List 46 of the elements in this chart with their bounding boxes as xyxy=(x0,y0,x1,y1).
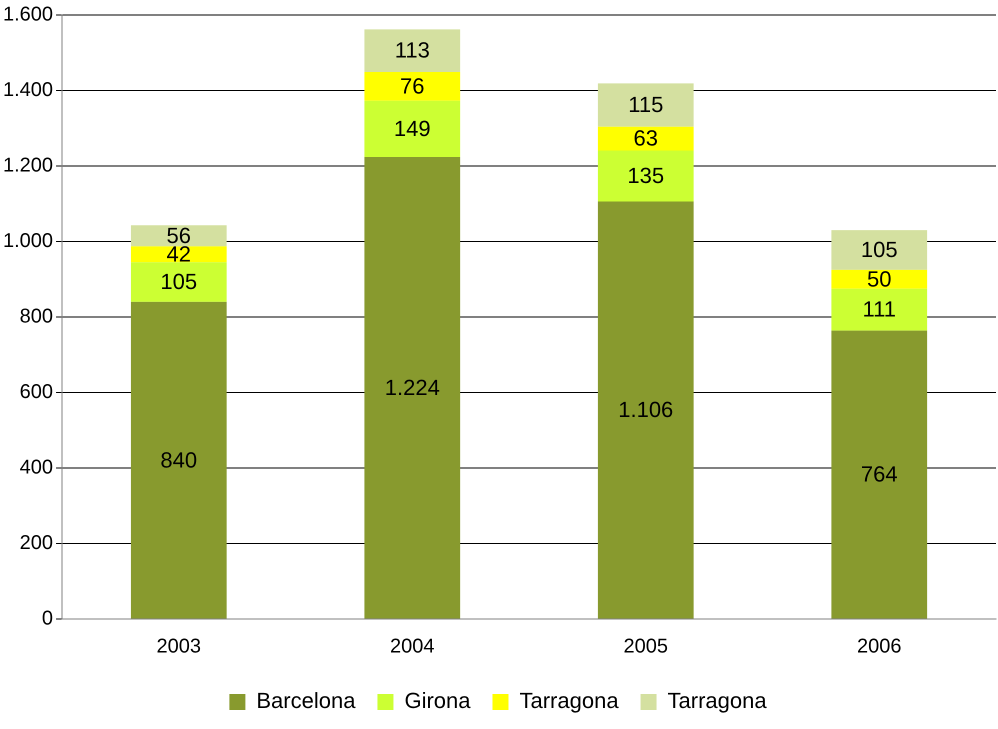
data-label: 840 xyxy=(160,447,198,472)
y-tick-label: 200 xyxy=(20,532,54,554)
bar xyxy=(130,225,227,246)
data-label: 113 xyxy=(394,38,430,63)
bar xyxy=(130,262,227,302)
legend-label: Barcelona xyxy=(256,688,356,714)
data-label: 1.224 xyxy=(384,374,440,400)
data-label: 149 xyxy=(394,116,431,141)
x-tick-label: 2003 xyxy=(156,636,202,658)
bar xyxy=(364,29,460,72)
bar xyxy=(831,288,928,331)
legend-label: Tarragona xyxy=(668,688,768,714)
bar xyxy=(364,156,460,618)
data-label: 63 xyxy=(634,126,658,151)
bar xyxy=(598,83,694,127)
data-label: 111 xyxy=(862,296,896,322)
data-label: 764 xyxy=(860,462,898,487)
bar xyxy=(364,72,460,101)
bar xyxy=(130,302,227,618)
x-tick-label: 2005 xyxy=(624,636,668,658)
data-label: 115 xyxy=(628,92,664,118)
y-tick-label: 1.600 xyxy=(2,4,54,26)
x-tick-label: 2006 xyxy=(857,636,902,658)
bar xyxy=(130,246,227,262)
y-tick-label: 600 xyxy=(20,381,54,404)
y-tick-label: 0 xyxy=(42,608,54,630)
bar xyxy=(598,126,694,151)
y-tick-label: 1.000 xyxy=(2,230,54,252)
bar xyxy=(598,201,694,618)
legend-label: Girona xyxy=(404,688,472,714)
data-label: 1.106 xyxy=(618,397,674,422)
data-label: 76 xyxy=(400,73,425,98)
bar xyxy=(598,150,694,202)
bar xyxy=(831,330,928,618)
data-label: 135 xyxy=(627,163,664,188)
y-tick-label: 1.200 xyxy=(2,154,54,177)
data-label: 50 xyxy=(867,266,892,292)
data-label: 105 xyxy=(860,237,898,262)
y-tick-label: 800 xyxy=(20,306,54,328)
data-label: 105 xyxy=(160,269,198,294)
legend-label: Tarragona xyxy=(519,688,620,714)
y-tick-label: 1.400 xyxy=(2,79,54,102)
bar xyxy=(831,230,928,270)
bar xyxy=(364,100,460,157)
y-tick-label: 400 xyxy=(20,456,54,479)
x-tick-label: 2004 xyxy=(390,636,435,658)
